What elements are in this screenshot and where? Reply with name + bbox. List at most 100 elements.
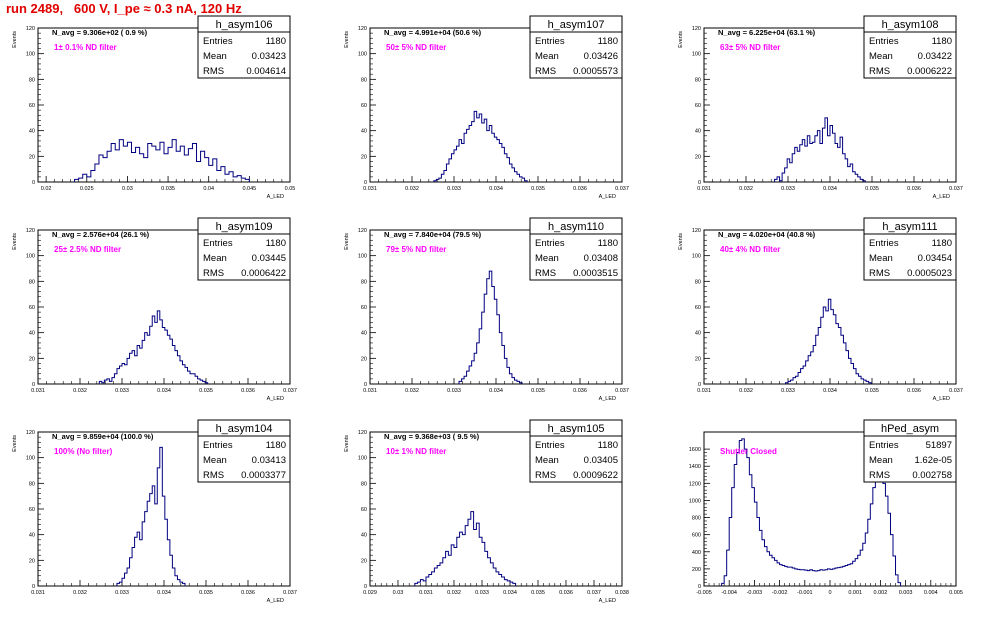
stats-value-entries: 51897 <box>926 440 952 451</box>
stats-label: RMS <box>535 470 556 481</box>
y-tick-label: 40 <box>361 533 367 539</box>
x-tick-label: 0.035 <box>199 388 213 394</box>
y-axis-label: Events <box>12 31 18 48</box>
stats-value-rms: 0.002758 <box>912 470 952 481</box>
x-tick-label: 0.036 <box>559 590 573 596</box>
y-tick-label: 40 <box>361 129 367 135</box>
stats-label: Entries <box>535 36 565 47</box>
filter-annotation: 100% (No filter) <box>54 447 113 456</box>
stats-label: Mean <box>535 455 559 466</box>
stats-label: RMS <box>869 470 890 481</box>
y-axis-label: Events <box>344 435 350 452</box>
y-tick-label: 1000 <box>689 498 701 504</box>
histogram-series <box>721 438 902 586</box>
x-tick-label: 0.031 <box>31 388 45 394</box>
y-tick-label: 20 <box>361 356 367 362</box>
x-tick-label: 0.031 <box>697 186 711 192</box>
y-tick-label: 0 <box>32 584 35 590</box>
stats-label: RMS <box>869 268 890 279</box>
histogram-panel: 0 20 40 60 80 100 120 0.031 0.032 0.033 0.034 0.035… <box>344 15 629 200</box>
x-tick-label: 0.034 <box>157 590 171 596</box>
stats-value-rms: 0.004614 <box>246 66 286 77</box>
stats-value-entries: 1180 <box>932 238 952 249</box>
n-avg-label: N_avg = 7.840e+04 (79.5 %) <box>384 230 482 239</box>
histogram-series <box>98 310 209 384</box>
y-tick-label: 120 <box>26 228 35 234</box>
stats-label: RMS <box>535 268 556 279</box>
stats-value-entries: 1180 <box>266 440 286 451</box>
stats-title: h_asym108 <box>882 19 939 31</box>
y-tick-label: 80 <box>695 279 701 285</box>
y-tick-label: 120 <box>692 228 701 234</box>
y-tick-label: 40 <box>29 331 35 337</box>
y-tick-label: 120 <box>358 430 367 436</box>
y-tick-label: 0 <box>698 180 701 186</box>
stats-label: Entries <box>535 440 565 451</box>
x-tick-label: 0.037 <box>949 186 963 192</box>
stats-value-rms: 0.0003377 <box>241 470 286 481</box>
y-tick-label: 20 <box>29 356 35 362</box>
stats-label: RMS <box>535 66 556 77</box>
y-tick-label: 60 <box>695 305 701 311</box>
y-tick-label: 20 <box>29 154 35 160</box>
stats-value-rms: 0.0003515 <box>573 268 618 279</box>
histogram-panel: 0 20 40 60 80 100 120 0.031 0.032 0.033 0.034 0.035… <box>12 217 297 402</box>
y-tick-label: 200 <box>692 567 701 573</box>
x-tick-label: 0.031 <box>697 388 711 394</box>
x-tick-label: 0.036 <box>573 186 587 192</box>
histogram-series <box>414 511 517 586</box>
y-tick-label: 60 <box>361 305 367 311</box>
x-tick-label: 0.029 <box>363 590 377 596</box>
x-tick-label: 0.031 <box>31 590 45 596</box>
stats-title: h_asym104 <box>216 423 273 435</box>
stats-value-rms: 0.0009622 <box>573 470 618 481</box>
stats-label: Mean <box>203 455 227 466</box>
y-tick-label: 0 <box>698 382 701 388</box>
stats-value-mean: 1.62e-05 <box>914 455 952 466</box>
x-tick-label: -0.005 <box>696 590 712 596</box>
filter-annotation: 40± 4% ND filter <box>720 245 780 254</box>
stats-value-entries: 1180 <box>598 440 618 451</box>
x-tick-label: 0.033 <box>781 186 795 192</box>
x-tick-label: 0.036 <box>907 388 921 394</box>
histogram-series <box>458 270 523 384</box>
filter-annotation: 50± 5% ND filter <box>386 43 446 52</box>
x-tick-label: 0.035 <box>865 388 879 394</box>
x-tick-label: 0.036 <box>573 388 587 394</box>
stats-box <box>863 15 957 79</box>
y-tick-label: 100 <box>26 52 35 58</box>
x-tick-label: 0.037 <box>283 590 297 596</box>
stats-value-entries: 1180 <box>932 36 952 47</box>
filter-annotation: 10± 1% ND filter <box>386 447 446 456</box>
stats-label: Mean <box>535 253 559 264</box>
y-tick-label: 20 <box>695 154 701 160</box>
x-tick-label: 0.003 <box>899 590 913 596</box>
stats-label: Entries <box>203 36 233 47</box>
stats-title: h_asym110 <box>548 221 604 233</box>
y-tick-label: 0 <box>364 180 367 186</box>
x-tick-label: 0.04 <box>203 186 214 192</box>
y-axis-label: Events <box>344 31 350 48</box>
n-avg-label: N_avg = 4.020e+04 (40.8 %) <box>718 230 816 239</box>
stats-value-mean: 0.03426 <box>584 51 618 62</box>
stats-title: hPed_asym <box>881 423 939 435</box>
n-avg-label: N_avg = 9.859e+04 (100.0 %) <box>52 432 154 441</box>
x-tick-label: 0.034 <box>823 186 837 192</box>
x-tick-label: 0 <box>828 590 831 596</box>
n-avg-label: N_avg = 4.991e+04 (50.6 %) <box>384 28 482 37</box>
y-axis-label: Events <box>12 435 18 452</box>
y-tick-label: 80 <box>361 279 367 285</box>
y-tick-label: 120 <box>26 26 35 32</box>
histogram-series <box>784 298 872 384</box>
x-tick-label: 0.025 <box>80 186 94 192</box>
stats-box <box>863 217 957 281</box>
y-tick-label: 0 <box>364 584 367 590</box>
y-tick-label: 400 <box>692 550 701 556</box>
y-axis-label: Events <box>12 233 18 250</box>
x-tick-label: 0.034 <box>157 388 171 394</box>
x-axis-label: A_LED <box>267 194 284 200</box>
stats-box <box>197 419 291 483</box>
y-tick-label: 120 <box>26 430 35 436</box>
x-axis-label: A_LED <box>599 194 616 200</box>
